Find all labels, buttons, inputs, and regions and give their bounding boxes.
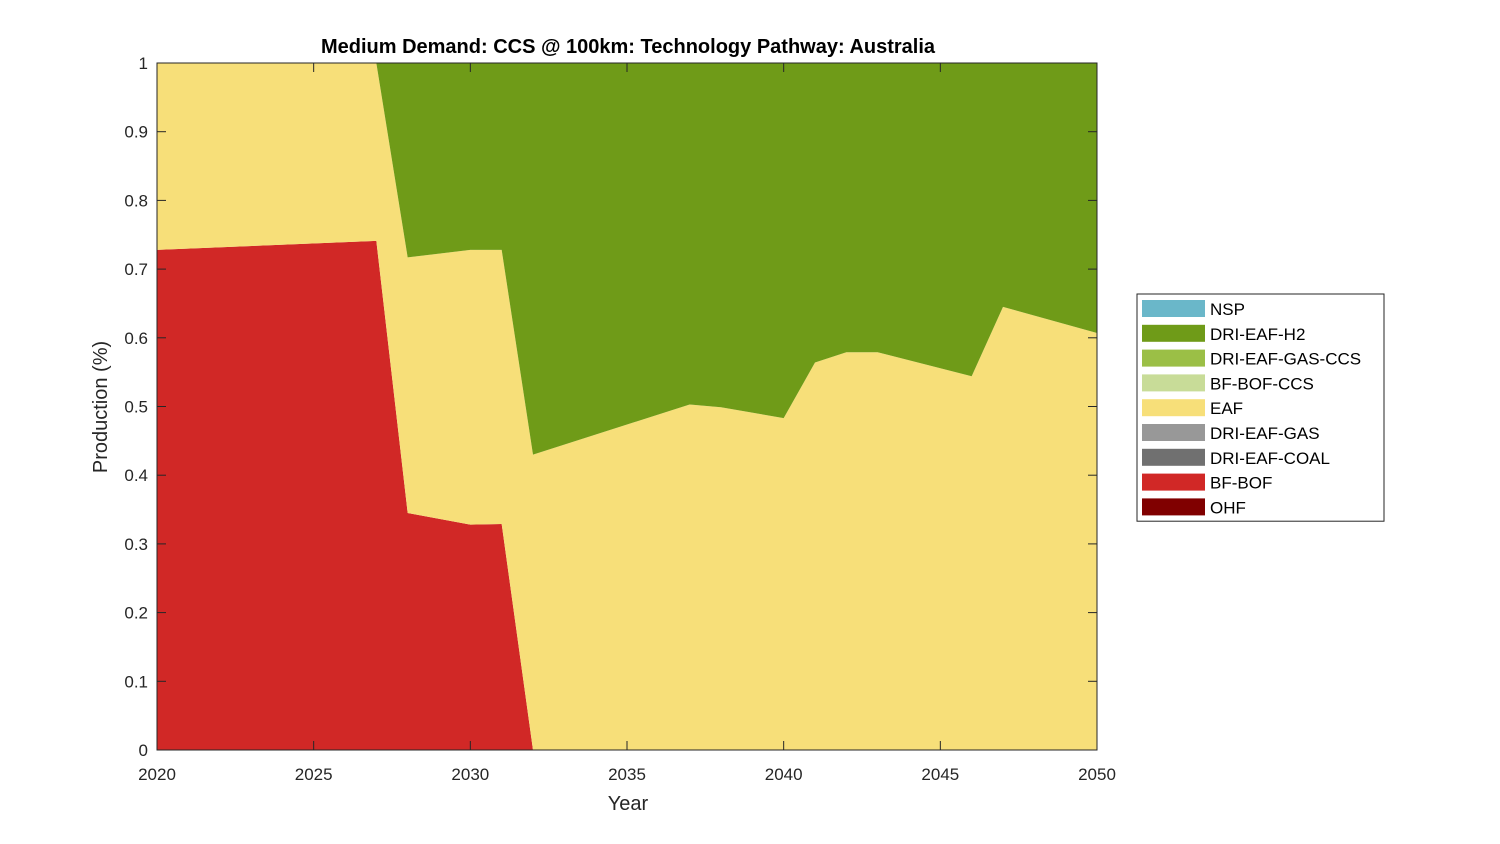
x-tick-label: 2045: [921, 765, 959, 784]
legend-label-bf-bof-ccs: BF-BOF-CCS: [1210, 374, 1314, 393]
y-tick-label: 0.8: [124, 191, 148, 210]
legend-swatch-nsp: [1142, 300, 1205, 317]
x-tick-label: 2025: [295, 765, 333, 784]
y-tick-label: 0.4: [124, 466, 148, 485]
y-tick-label: 0.6: [124, 329, 148, 348]
x-axis-title: Year: [608, 793, 649, 815]
legend-label-nsp: NSP: [1210, 300, 1245, 319]
y-tick-label: 0.7: [124, 260, 148, 279]
y-tick-label: 0.2: [124, 604, 148, 623]
legend-swatch-bf-bof: [1142, 473, 1205, 491]
legend-swatch-ohf: [1142, 498, 1205, 516]
x-tick-label: 2040: [765, 765, 803, 784]
legend-label-dri-eaf-gas: DRI-EAF-GAS: [1210, 424, 1320, 443]
y-tick-label: 0: [139, 741, 148, 760]
legend-label-ohf: OHF: [1210, 498, 1246, 517]
y-tick-label: 0.1: [124, 672, 148, 691]
y-tick-label: 0.9: [124, 123, 148, 142]
x-tick-label: 2020: [138, 765, 176, 784]
legend-label-bf-bof: BF-BOF: [1210, 474, 1272, 493]
x-tick-label: 2035: [608, 765, 646, 784]
y-tick-label: 0.3: [124, 535, 148, 554]
area-bf-bof: [157, 240, 1097, 750]
chart-title: Medium Demand: CCS @ 100km: Technology P…: [321, 36, 936, 58]
legend-swatch-bf-bof-ccs: [1142, 374, 1205, 392]
x-tick-label: 2030: [451, 765, 489, 784]
area-dri-eaf-h2: [157, 63, 1097, 455]
legend-label-dri-eaf-gas-ccs: DRI-EAF-GAS-CCS: [1210, 350, 1361, 369]
y-tick-label: 0.5: [124, 398, 148, 417]
y-axis-title: Production (%): [90, 341, 112, 473]
axes: 2020 2025 2030 2035 2040 2045 2050 0 0.1 0.2 0.3 0.…: [124, 54, 1116, 784]
legend: NSP DRI-EAF-H2 DRI-EAF-GAS-CCS BF-BOF-CCS EA…: [1136, 293, 1385, 522]
legend-label-eaf: EAF: [1210, 399, 1243, 418]
legend-swatch-dri-eaf-h2: [1142, 324, 1205, 342]
legend-label-dri-eaf-coal: DRI-EAF-COAL: [1210, 449, 1330, 468]
y-tick-label: 1: [139, 54, 148, 73]
legend-swatch-dri-eaf-gas-ccs: [1142, 349, 1205, 367]
legend-label-dri-eaf-h2: DRI-EAF-H2: [1210, 325, 1305, 344]
legend-swatch-dri-eaf-gas: [1142, 424, 1205, 441]
area-layers: [157, 63, 1097, 750]
legend-swatch-eaf: [1142, 399, 1205, 417]
x-tick-label: 2050: [1078, 765, 1116, 784]
legend-swatch-dri-eaf-coal: [1142, 448, 1205, 466]
area-eaf: [157, 63, 1097, 750]
